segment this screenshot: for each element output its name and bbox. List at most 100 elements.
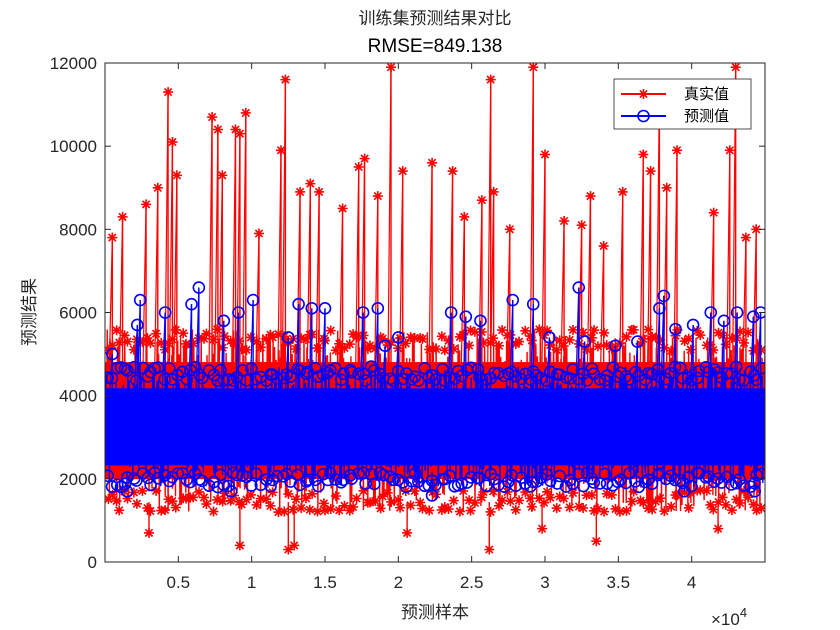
series-marker (540, 468, 553, 481)
series-marker (514, 495, 525, 506)
series-peak-line (655, 92, 660, 365)
series-marker (162, 474, 176, 488)
series-peak-marker (526, 297, 540, 311)
series-marker (137, 485, 148, 496)
series-marker (455, 477, 469, 490)
series-marker (330, 491, 341, 501)
series-dip-marker (678, 485, 691, 498)
x-axis-exponent-power: 4 (740, 605, 747, 620)
series-marker (409, 486, 420, 496)
series-peak-marker (459, 211, 470, 222)
series-marker (647, 504, 658, 515)
x-tick-label: 0.5 (166, 573, 190, 592)
series-marker (505, 496, 516, 507)
series-dip-marker (234, 540, 245, 551)
series-marker (301, 473, 315, 486)
series-peak-line (173, 175, 178, 365)
series-marker (337, 367, 350, 381)
series-marker (271, 469, 284, 483)
y-tick-label: 6000 (59, 304, 97, 323)
series-marker (458, 329, 469, 340)
series-peak-line (509, 300, 514, 396)
series-peak-line (142, 204, 147, 365)
series-marker (296, 503, 307, 514)
series-peak-line (168, 142, 174, 365)
series-peak-line (108, 237, 113, 365)
series-marker (733, 473, 746, 486)
series-marker (539, 497, 549, 508)
series-peak-marker (130, 318, 144, 332)
legend-entry-actual: 真实值 (621, 85, 729, 103)
x-tick-label: 3 (540, 573, 549, 592)
series-marker (377, 491, 388, 502)
series-peak-marker (572, 281, 586, 294)
series-marker (668, 473, 682, 487)
series-marker (395, 502, 406, 513)
series-marker (288, 504, 298, 515)
series-peak-line (639, 154, 644, 365)
series-marker (105, 480, 119, 493)
y-axis-label: 预测结果 (20, 278, 40, 346)
series-marker (422, 371, 436, 384)
legend-label-predicted: 预测值 (684, 107, 729, 125)
series-marker (405, 474, 418, 488)
series-peak-marker (528, 63, 539, 73)
series-marker (501, 475, 515, 489)
series-marker (417, 503, 428, 514)
series-peak-line (490, 191, 495, 365)
series-marker (167, 496, 178, 507)
series-peak-marker (488, 186, 499, 197)
series-marker (334, 373, 348, 387)
series-marker (367, 477, 381, 491)
series-marker (260, 473, 273, 486)
series-peak-line (611, 345, 616, 396)
series-peak-marker (730, 306, 744, 319)
series-peak-marker (232, 306, 245, 319)
series-marker (386, 496, 397, 507)
series-peak-line (315, 191, 320, 365)
series-peak-marker (378, 339, 392, 353)
series-peak-line (529, 67, 534, 365)
series-marker (510, 504, 521, 515)
series-peak-marker (576, 220, 587, 231)
series-peak-marker (559, 216, 570, 226)
series-marker (707, 475, 721, 488)
series-marker (194, 487, 204, 497)
series-marker (279, 506, 290, 517)
series-peak-line (462, 316, 467, 396)
series-peak-line (133, 324, 138, 396)
series-dip-marker (484, 544, 495, 555)
series-peak-marker (740, 232, 751, 243)
series-peak-line (600, 245, 605, 365)
series-marker (408, 370, 422, 383)
series-marker (443, 469, 456, 482)
series-peak-marker (392, 331, 405, 344)
x-axis-label: 预测样本 (401, 603, 469, 623)
series-marker (111, 496, 122, 506)
series-marker (329, 473, 342, 486)
legend-swatch-predicted-marker (637, 109, 650, 123)
series-peak-marker (359, 153, 370, 164)
series-marker (553, 368, 567, 381)
series-marker (599, 506, 610, 517)
series-peak-line (231, 129, 237, 365)
series-marker (559, 480, 573, 493)
series-peak-marker (730, 63, 741, 73)
series-predicted (105, 281, 765, 502)
series-marker (611, 370, 625, 383)
series-marker (217, 478, 231, 492)
series-peak-line (460, 216, 465, 365)
legend-box (613, 78, 752, 130)
series-peak-marker (704, 306, 718, 319)
y-tick-label: 8000 (59, 220, 97, 239)
series-peak-marker (609, 339, 622, 353)
series-marker (564, 502, 575, 513)
series-marker (145, 338, 156, 349)
series-peak-line (387, 67, 392, 365)
series-peak-marker (314, 186, 325, 197)
series-marker (526, 501, 537, 512)
series-peak-line (281, 79, 286, 365)
series-peak-marker (158, 306, 172, 319)
series-marker (542, 325, 553, 336)
